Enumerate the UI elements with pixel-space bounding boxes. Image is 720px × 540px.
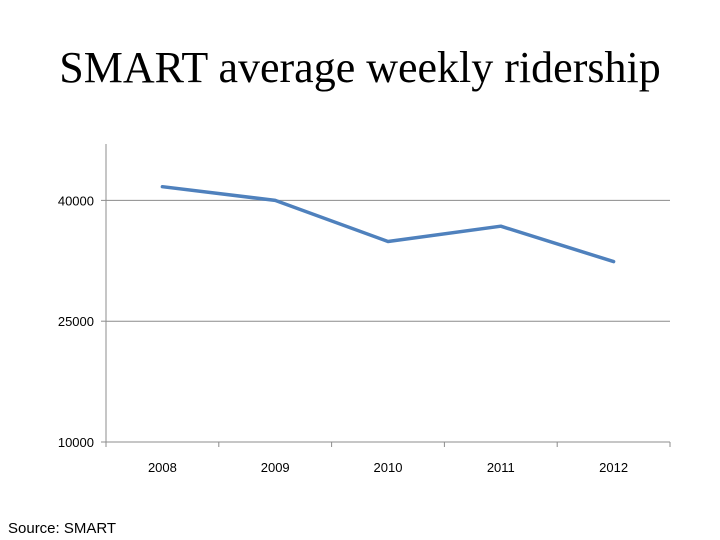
x-tick-label: 2012 (599, 460, 628, 475)
chart-title: SMART average weekly ridership (59, 43, 661, 92)
gridlines (106, 199, 670, 322)
x-tick-label: 2010 (374, 460, 403, 475)
x-tick-label: 2011 (487, 460, 515, 475)
x-tick-label: 2009 (261, 460, 290, 475)
y-tick-label: 25000 (58, 314, 94, 329)
series-lines (160, 184, 616, 264)
axes (101, 144, 671, 447)
source-note: Source: SMART (8, 520, 117, 537)
y-tick-label: 10000 (58, 435, 94, 450)
y-tick-label: 40000 (58, 193, 94, 208)
x-tick-label: 2008 (148, 460, 177, 475)
tick-labels: 10000 25000 40000 2008 2009 2010 2011 2012 (58, 193, 628, 475)
series-line (160, 184, 616, 264)
